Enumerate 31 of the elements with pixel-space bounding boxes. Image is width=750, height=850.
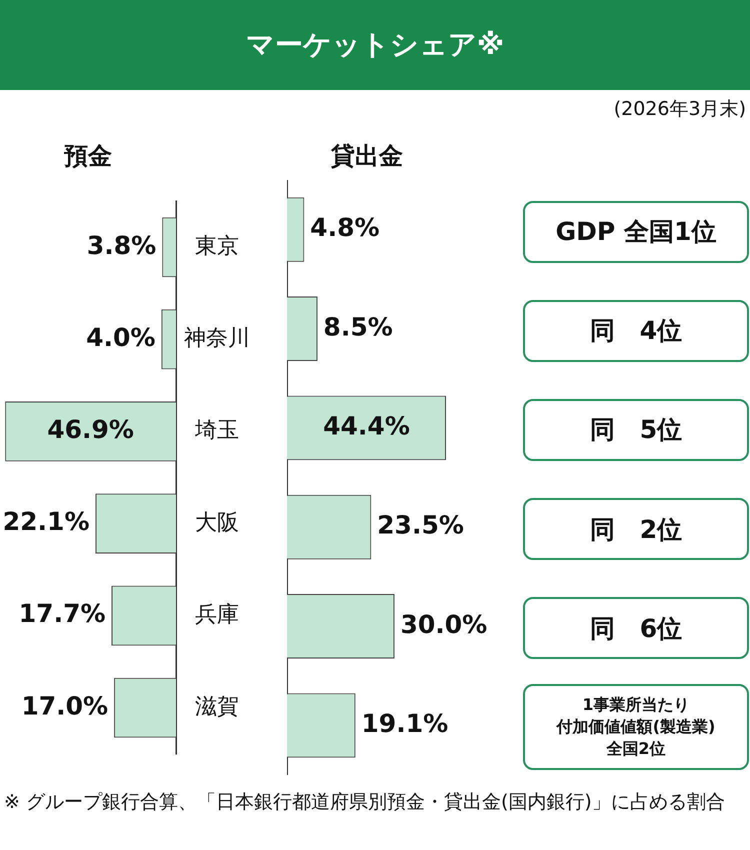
y-tick-label: 埼玉 (194, 418, 239, 444)
data-label: 22.1% (2, 507, 90, 536)
text: 1事業所当たり (582, 694, 690, 716)
text: 同 4位 (590, 315, 682, 348)
data-label: 44.4% (323, 411, 410, 440)
data-label: 3.8% (86, 230, 156, 260)
y-tick-label: 大阪 (195, 510, 239, 536)
data-label: 46.9% (47, 414, 134, 444)
y-tick-label: 滋賀 (195, 694, 239, 720)
data-label: 17.0% (21, 691, 108, 720)
chart-title: 預金 (63, 141, 113, 172)
text: (2026年3月末) (614, 97, 746, 122)
text: マーケットシェア※ (0, 0, 750, 90)
text: 同 5位 (590, 414, 682, 446)
text: 同 2位 (590, 514, 682, 546)
text: 全国2位 (606, 738, 666, 760)
data-label: 8.5% (323, 312, 393, 342)
text: GDP 全国1位 (556, 216, 716, 248)
y-tick-label: 東京 (195, 234, 239, 259)
data-label: 17.7% (18, 599, 106, 628)
data-label: 23.5% (377, 510, 464, 540)
data-label: 30.0% (400, 610, 488, 639)
data-label: 4.8% (310, 213, 380, 242)
text: 付加価値値額(製造業) (556, 716, 716, 738)
y-tick-label: 兵庫 (195, 602, 239, 628)
data-label: 4.0% (86, 322, 156, 352)
data-label: 19.1% (361, 708, 448, 738)
chart-title: 貸出金 (330, 141, 404, 172)
y-tick-label: 神奈川 (184, 326, 250, 352)
text: 同 6位 (590, 612, 682, 645)
text: ※ グループ銀行合算、「日本銀行都道府県別預金・貸出金(国内銀行)」に占める割合 (4, 790, 726, 814)
